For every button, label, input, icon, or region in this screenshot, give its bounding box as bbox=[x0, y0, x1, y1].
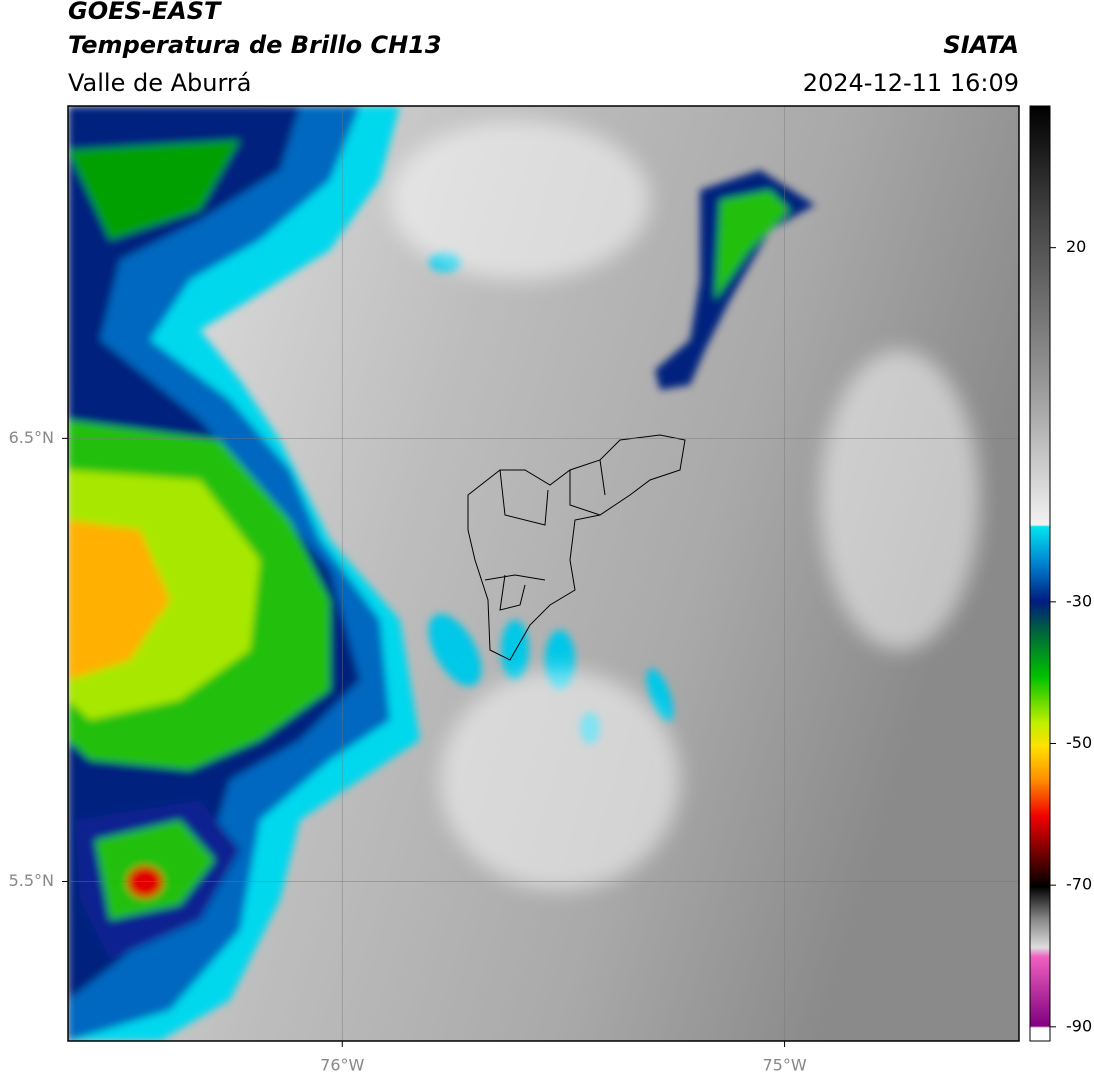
subtitle: Temperatura de Brillo CH13 bbox=[68, 31, 442, 59]
colorbar-tick-label: 20 bbox=[1066, 237, 1086, 256]
municipal-boundaries bbox=[467, 434, 686, 661]
colorbar-tick-label: -70 bbox=[1066, 875, 1092, 894]
y-tick-label: 6.5°N bbox=[9, 428, 54, 447]
colorbar-tick-label: -30 bbox=[1066, 591, 1092, 610]
colorbar bbox=[1029, 105, 1051, 1042]
y-tick-label: 5.5°N bbox=[9, 871, 54, 890]
x-tick-label: 75°W bbox=[762, 1056, 806, 1075]
colorbar-tick-label: -90 bbox=[1066, 1016, 1092, 1035]
source: SIATA bbox=[943, 31, 1019, 59]
map-frame bbox=[67, 105, 1020, 1042]
colorbar-tick-label: -50 bbox=[1066, 733, 1092, 752]
region: Valle de Aburrá bbox=[68, 69, 252, 97]
title: GOES-EAST bbox=[68, 0, 222, 25]
datetime: 2024-12-11 16:09 bbox=[803, 69, 1019, 97]
x-tick-label: 76°W bbox=[320, 1056, 364, 1075]
satellite-image bbox=[68, 106, 1019, 1041]
